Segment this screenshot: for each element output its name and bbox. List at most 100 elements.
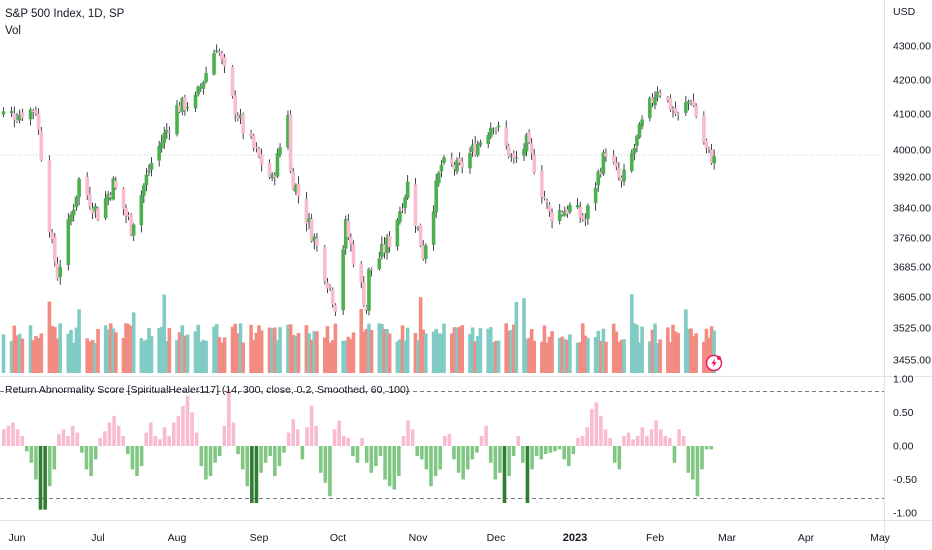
candle-body <box>341 249 345 311</box>
indicator-bar <box>29 446 34 463</box>
indicator-bar <box>84 446 89 470</box>
volume-bar <box>491 342 496 373</box>
candle <box>222 53 227 74</box>
volume-bar <box>478 328 483 373</box>
candle <box>165 123 169 139</box>
volume-bar <box>180 325 185 373</box>
indicator-bar <box>355 446 360 463</box>
volume-bar <box>147 327 151 373</box>
candle-body <box>90 208 95 214</box>
indicator-tick-label: -0.50 <box>893 474 917 486</box>
price-tick-label: 3920.00 <box>893 172 931 184</box>
indicator-bar <box>15 429 20 446</box>
volume-bar <box>442 323 446 373</box>
candle <box>614 156 619 171</box>
candle-body <box>149 162 154 170</box>
candle <box>217 48 222 56</box>
volume-bar <box>617 341 621 373</box>
candle-body <box>175 105 179 135</box>
candle <box>270 171 274 182</box>
candle <box>278 143 282 158</box>
candle-body <box>421 245 425 259</box>
time-axis[interactable]: Jun Jul Aug Sep Oct Nov Dec 2023 Feb Mar Apr May <box>9 532 891 544</box>
volume-bar <box>653 323 657 373</box>
indicator-bar <box>622 435 626 446</box>
candle <box>238 108 243 125</box>
price-axis[interactable]: 4300.00 4200.00 4100.00 4000.00 3920.00 3840.… <box>893 41 931 367</box>
candle-body <box>196 86 200 95</box>
candle-body <box>514 157 519 159</box>
price-tick-label: 3605.00 <box>893 292 931 304</box>
candle <box>416 226 420 231</box>
candle <box>578 201 582 223</box>
candle-body <box>77 178 81 198</box>
candle <box>199 83 203 93</box>
candle-body <box>278 147 282 155</box>
volume-bar <box>233 323 237 373</box>
candle <box>367 267 371 316</box>
candle-body <box>658 92 662 96</box>
candle <box>167 126 172 140</box>
indicator-title[interactable]: Return Abnormality Score [SpiritualHeale… <box>5 384 409 396</box>
indicator-bar <box>571 446 576 455</box>
candle-body <box>349 237 353 245</box>
candle-body <box>58 266 62 278</box>
volume-bar <box>367 323 371 373</box>
time-tick-label: 2023 <box>563 532 587 544</box>
volume-bar <box>142 340 146 373</box>
candle-body <box>167 130 172 133</box>
candle <box>413 178 418 233</box>
candle-body <box>328 286 332 288</box>
volume-bar <box>542 325 547 373</box>
lightning-badge-icon[interactable] <box>705 354 723 372</box>
candle-body <box>494 128 498 131</box>
indicator-bar <box>447 433 452 446</box>
indicator-bar <box>668 437 672 446</box>
candle-body <box>532 154 537 173</box>
volume-bar <box>575 342 580 373</box>
volume-bar <box>103 325 108 373</box>
volume-bar <box>486 328 490 373</box>
candle <box>486 132 490 149</box>
indicator-bar <box>259 446 263 473</box>
candle <box>111 176 116 201</box>
candle <box>288 110 293 174</box>
candle-body <box>103 198 108 219</box>
indicator-bar <box>43 446 47 510</box>
indicator-bar <box>213 446 217 463</box>
candle <box>93 203 98 219</box>
candle <box>233 90 237 122</box>
volume-bar <box>323 337 327 373</box>
volume-bar <box>413 333 418 373</box>
candle-body <box>74 196 79 208</box>
candle <box>601 149 606 177</box>
candle <box>9 106 14 118</box>
candle-body <box>385 237 389 254</box>
indicator-bar <box>539 446 544 460</box>
indicator-bar <box>410 429 415 446</box>
volume-bar <box>204 340 208 373</box>
indicator-bar <box>295 429 300 446</box>
indicator-bar <box>250 446 254 503</box>
candle-body <box>580 215 585 220</box>
volume-bar <box>702 341 706 373</box>
volume-bar <box>55 338 60 373</box>
indicator-bar <box>709 446 713 450</box>
candle <box>437 170 441 187</box>
candle-body <box>212 52 216 75</box>
volume-bar <box>270 328 274 373</box>
candle <box>450 152 454 167</box>
candle <box>362 276 366 307</box>
price-candles <box>1 44 716 316</box>
indicator-bar <box>47 446 52 487</box>
volume-bar <box>400 325 405 373</box>
candle <box>147 164 151 176</box>
indicator-bar <box>442 435 447 446</box>
candle-body <box>496 125 501 128</box>
candle-body <box>177 105 182 112</box>
volume-bar <box>619 340 624 373</box>
candle-body <box>330 289 335 305</box>
candle <box>275 148 280 179</box>
candle-body <box>180 97 185 112</box>
